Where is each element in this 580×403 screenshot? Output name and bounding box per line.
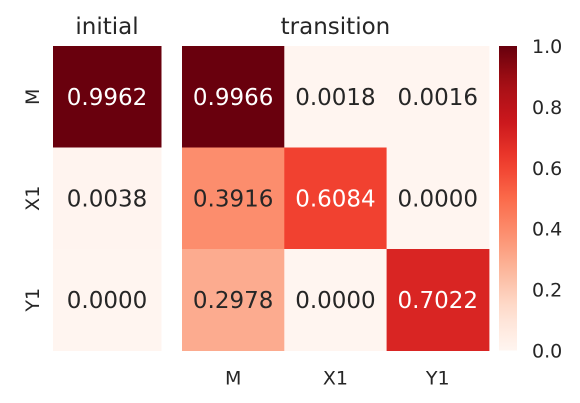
transition-panel-title: transition [281,14,391,40]
initial-panel-title: initial [75,14,138,40]
transition-cell-label-r0-c1: 0.0018 [295,85,375,111]
transition-cell-r2-c1 [284,249,388,351]
colorbar-tick-label: 0.4 [532,219,562,241]
initial-cell-r2-c0 [53,249,162,351]
initial-cell-label-r1-c0: 0.0038 [67,186,147,212]
transition-cell-label-r0-c2: 0.0016 [398,85,478,111]
colorbar: 0.0 0.2 0.4 0.6 0.8 1.0 [499,36,562,363]
transition-cell-label-r2-c1: 0.0000 [295,288,375,314]
colorbar-tick-label: 0.0 [532,341,562,363]
transition-heatmap: transition 0.9966 0.0018 0.0016 0.3916 0.6084… [182,14,490,390]
colorbar-tick-label: 0.6 [532,158,562,180]
transition-cell-label-r2-c2: 0.7022 [398,288,478,314]
initial-cell-label-r0-c0: 0.9962 [67,85,147,111]
initial-row-label-y1: Y1 [22,288,44,313]
transition-cell-label-r2-c0: 0.2978 [193,288,273,314]
transition-cell-r0-c1 [284,46,388,148]
transition-cell-r1-c2 [386,147,490,250]
transition-cell-r1-c0 [182,147,285,250]
colorbar-tick-label: 1.0 [532,36,562,58]
initial-cell-r0-c0 [53,46,162,148]
transition-cell-label-r1-c0: 0.3916 [193,186,273,212]
transition-cell-r0-c2 [386,46,490,148]
initial-heatmap: initial 0.9962 0.0038 0.0000 M X1 Y1 [22,14,162,351]
transition-cell-label-r1-c1: 0.6084 [295,186,375,212]
transition-cell-r0-c0 [182,46,285,148]
transition-cell-label-r1-c2: 0.0000 [398,186,478,212]
colorbar-gradient [499,46,517,351]
colorbar-tick-label: 0.2 [532,280,562,302]
transition-col-label-y1: Y1 [425,368,450,390]
initial-row-label-x1: X1 [22,186,44,211]
transition-cell-r2-c2 [386,249,490,351]
transition-cell-label-r0-c0: 0.9966 [193,85,273,111]
transition-col-label-m: M [225,368,241,390]
initial-row-label-m: M [22,89,44,105]
initial-cell-r1-c0 [53,147,162,250]
transition-cell-r2-c0 [182,249,285,351]
transition-col-label-x1: X1 [323,368,348,390]
initial-cell-label-r2-c0: 0.0000 [67,288,147,314]
transition-cell-r1-c1 [284,147,388,250]
colorbar-tick-label: 0.8 [532,97,562,119]
